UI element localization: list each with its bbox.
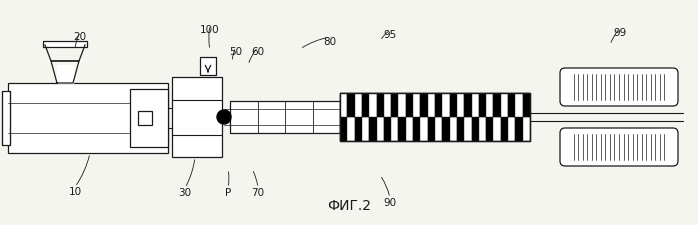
Bar <box>457 117 464 141</box>
Text: 80: 80 <box>323 37 336 47</box>
Bar <box>464 117 472 141</box>
Bar <box>130 89 168 147</box>
Bar <box>523 93 530 117</box>
Bar <box>413 93 420 117</box>
Bar <box>464 93 472 117</box>
Bar <box>355 117 362 141</box>
Bar <box>450 117 457 141</box>
Bar <box>420 117 428 141</box>
Text: 70: 70 <box>251 188 265 198</box>
Bar <box>399 93 406 117</box>
Bar <box>515 93 523 117</box>
Circle shape <box>217 110 231 124</box>
Bar <box>472 117 479 141</box>
Bar <box>450 93 457 117</box>
Text: 50: 50 <box>230 47 243 57</box>
Bar <box>340 93 348 117</box>
Text: 60: 60 <box>251 47 265 57</box>
Bar <box>486 93 493 117</box>
Text: 99: 99 <box>614 28 627 38</box>
Bar <box>348 93 355 117</box>
Bar <box>376 117 384 141</box>
FancyBboxPatch shape <box>560 68 678 106</box>
FancyBboxPatch shape <box>560 128 678 166</box>
Text: 20: 20 <box>73 32 87 42</box>
Bar <box>340 93 530 141</box>
Text: ФИГ.2: ФИГ.2 <box>327 199 371 213</box>
Bar <box>406 117 413 141</box>
Text: 100: 100 <box>200 25 220 35</box>
Bar <box>369 117 376 141</box>
Bar <box>355 93 362 117</box>
Text: P: P <box>225 188 231 198</box>
Bar <box>348 117 355 141</box>
Bar <box>200 57 216 75</box>
Bar <box>479 117 486 141</box>
Bar <box>493 93 500 117</box>
Bar <box>457 93 464 117</box>
Bar <box>443 117 450 141</box>
Bar <box>508 117 515 141</box>
Bar <box>138 111 152 125</box>
Bar <box>43 41 87 47</box>
Bar <box>8 83 168 153</box>
Bar <box>340 93 530 141</box>
Bar <box>435 93 443 117</box>
Bar <box>384 93 391 117</box>
Bar <box>420 93 428 117</box>
Bar <box>443 93 450 117</box>
Bar <box>2 91 10 145</box>
Bar <box>230 101 340 133</box>
Bar <box>428 93 435 117</box>
Bar <box>340 117 348 141</box>
Bar <box>523 117 530 141</box>
Bar <box>376 93 384 117</box>
Bar <box>172 77 222 157</box>
Bar <box>515 117 523 141</box>
Text: 95: 95 <box>383 30 396 40</box>
Bar <box>428 117 435 141</box>
Bar <box>406 93 413 117</box>
Text: 30: 30 <box>179 188 191 198</box>
Bar <box>472 93 479 117</box>
Bar <box>486 117 493 141</box>
Bar <box>508 93 515 117</box>
Text: 10: 10 <box>68 187 82 197</box>
Bar <box>493 117 500 141</box>
Bar <box>391 117 399 141</box>
Bar <box>384 117 391 141</box>
Bar <box>399 117 406 141</box>
Bar <box>479 93 486 117</box>
Bar <box>391 93 399 117</box>
Bar <box>362 93 369 117</box>
Bar <box>413 117 420 141</box>
Bar <box>362 117 369 141</box>
Bar <box>500 93 508 117</box>
Bar <box>500 117 508 141</box>
Bar <box>435 117 443 141</box>
Bar <box>369 93 376 117</box>
Polygon shape <box>57 65 73 83</box>
Text: 90: 90 <box>383 198 396 208</box>
